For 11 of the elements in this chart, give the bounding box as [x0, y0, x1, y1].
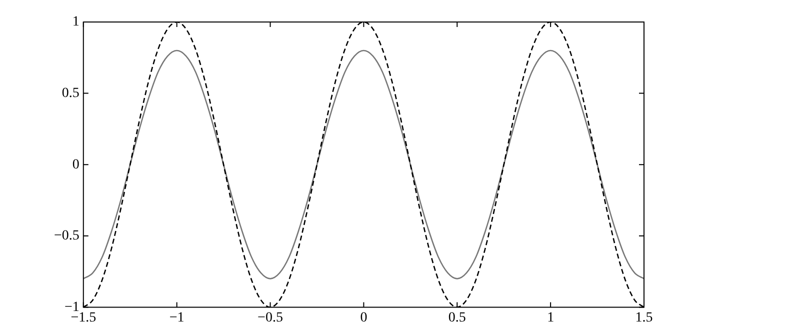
y-tick-label: 0.5	[62, 86, 80, 101]
x-tick-label: −0.5	[258, 310, 283, 326]
x-tick-label: 0.5	[448, 310, 466, 326]
x-tick-label: 0	[360, 310, 368, 326]
line-series	[83, 50, 644, 280]
y-tick-label: −0.5	[54, 228, 80, 244]
y-tick-label: 0	[72, 157, 80, 172]
x-tick-label: 1.5	[635, 310, 653, 326]
y-tick-label: 1	[72, 14, 80, 30]
x-tick-label: −1	[169, 310, 184, 326]
x-tick-label: 1	[547, 310, 554, 326]
